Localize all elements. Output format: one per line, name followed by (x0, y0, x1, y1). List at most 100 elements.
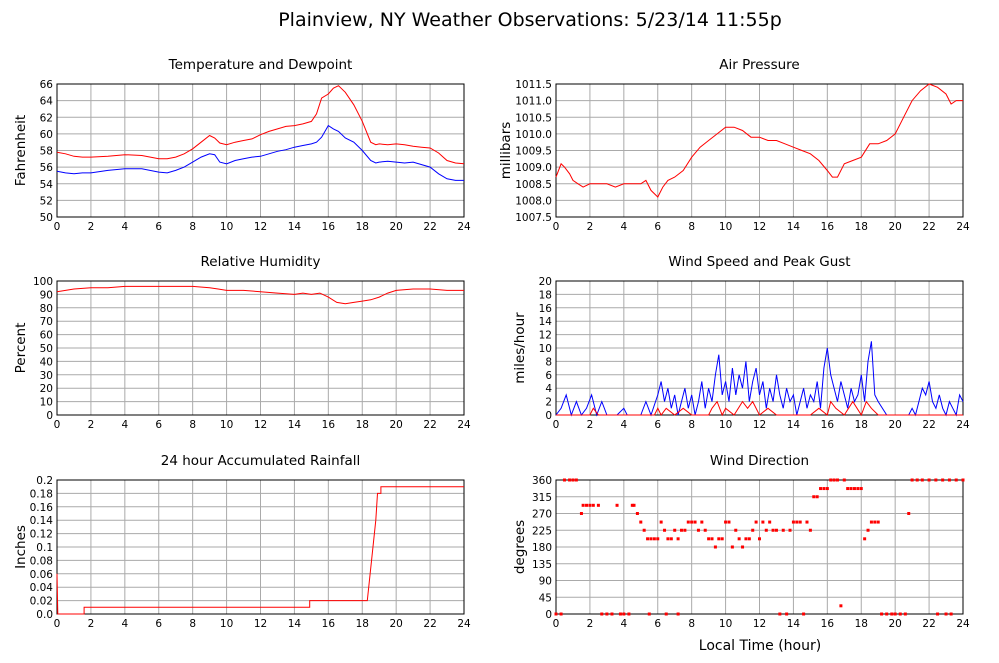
y-tick-label: 0.2 (36, 475, 53, 487)
y-tick-label: 18 (539, 289, 552, 301)
scatter-point (915, 478, 919, 482)
x-tick-label: 18 (855, 618, 868, 630)
x-tick-label: 12 (753, 221, 766, 233)
scatter-point (632, 503, 636, 507)
y-tick-label: 0.18 (30, 488, 53, 500)
x-tick-label: 14 (288, 221, 302, 233)
plot-frame (56, 479, 465, 615)
x-tick-label: 8 (688, 419, 695, 431)
x-tick-label: 6 (654, 618, 661, 630)
scatter-point (734, 528, 738, 532)
scatter-point (808, 528, 812, 532)
scatter-point (839, 604, 843, 608)
scatter-point (859, 487, 863, 491)
scatter-point (774, 528, 778, 532)
scatter-point (639, 520, 643, 524)
y-tick-label: 0.08 (30, 555, 53, 567)
y-tick-label: 20 (539, 276, 552, 288)
x-tick-label: 0 (553, 419, 560, 431)
y-tick-label: 1011.5 (515, 79, 552, 91)
x-tick-label: 18 (855, 221, 868, 233)
scatter-point (744, 537, 748, 541)
chart-title: Air Pressure (719, 57, 799, 73)
x-tick-label: 16 (821, 618, 835, 630)
x-tick-label: 20 (888, 419, 901, 431)
scatter-point (836, 478, 840, 482)
chart-title: Wind Speed and Peak Gust (668, 254, 850, 270)
scatter-point (822, 487, 826, 491)
y-tick-label: 2 (545, 397, 552, 409)
series-line-1 (56, 486, 464, 615)
x-tick-label: 24 (457, 419, 471, 431)
scatter-point (910, 478, 914, 482)
x-tick-label: 22 (423, 221, 436, 233)
scatter-point (666, 537, 670, 541)
x-tick-label: 0 (553, 221, 560, 233)
scatter-point (920, 478, 924, 482)
x-tick-label: 8 (688, 221, 695, 233)
scatter-point (934, 478, 938, 482)
scatter-point (703, 528, 707, 532)
scatter-point (869, 520, 873, 524)
x-tick-label: 8 (688, 618, 695, 630)
x-tick-label: 18 (356, 419, 369, 431)
x-tick-label: 20 (888, 618, 901, 630)
scatter-point (679, 528, 683, 532)
plot-frame (555, 479, 964, 615)
y-tick-label: 10 (539, 343, 552, 355)
y-axis-label: miles/hour (512, 312, 528, 384)
x-tick-label: 24 (956, 221, 970, 233)
x-tick-label: 12 (254, 618, 267, 630)
scatter-point (727, 520, 731, 524)
x-tick-label: 10 (719, 419, 732, 431)
x-tick-label: 6 (654, 419, 661, 431)
y-tick-label: 1010.0 (515, 129, 552, 141)
x-tick-label: 16 (821, 419, 835, 431)
y-tick-label: 8 (545, 356, 552, 368)
x-tick-label: 10 (220, 419, 233, 431)
y-tick-label: 45 (539, 592, 552, 604)
y-tick-label: 70 (40, 316, 53, 328)
scatter-point (842, 478, 846, 482)
y-tick-label: 52 (40, 195, 53, 207)
scatter-point (761, 520, 765, 524)
scatter-point (927, 478, 931, 482)
shared-xlabel: Local Time (hour) (699, 638, 821, 654)
x-tick-label: 12 (753, 419, 766, 431)
scatter-point (791, 520, 795, 524)
scatter-point (591, 503, 595, 507)
scatter-point (696, 528, 700, 532)
y-tick-label: 1011.0 (515, 96, 552, 108)
scatter-point (724, 520, 728, 524)
y-tick-label: 1008.5 (515, 179, 552, 191)
scatter-point (941, 478, 945, 482)
scatter-point (683, 528, 687, 532)
scatter-point (642, 528, 646, 532)
x-tick-label: 10 (719, 221, 732, 233)
y-tick-label: 14 (539, 316, 553, 328)
x-tick-label: 24 (457, 221, 471, 233)
x-tick-label: 6 (155, 419, 162, 431)
chart-title: Wind Direction (710, 453, 809, 469)
y-tick-label: 20 (40, 383, 53, 395)
y-tick-label: 56 (40, 162, 54, 174)
x-tick-label: 12 (753, 618, 766, 630)
scatter-point (713, 545, 717, 549)
x-tick-label: 8 (189, 221, 196, 233)
x-tick-label: 12 (254, 419, 267, 431)
y-axis-label: millibars (498, 122, 514, 180)
x-tick-label: 20 (888, 221, 901, 233)
x-tick-label: 14 (288, 618, 302, 630)
scatter-point (863, 537, 867, 541)
scatter-point (663, 528, 667, 532)
scatter-point (649, 537, 653, 541)
y-tick-label: 60 (40, 129, 53, 141)
y-tick-label: 0.04 (30, 582, 54, 594)
x-tick-label: 10 (220, 221, 233, 233)
scatter-point (579, 512, 583, 515)
y-tick-label: 66 (40, 79, 54, 91)
y-tick-label: 0.14 (30, 515, 54, 527)
y-tick-label: 1009.5 (515, 146, 552, 158)
